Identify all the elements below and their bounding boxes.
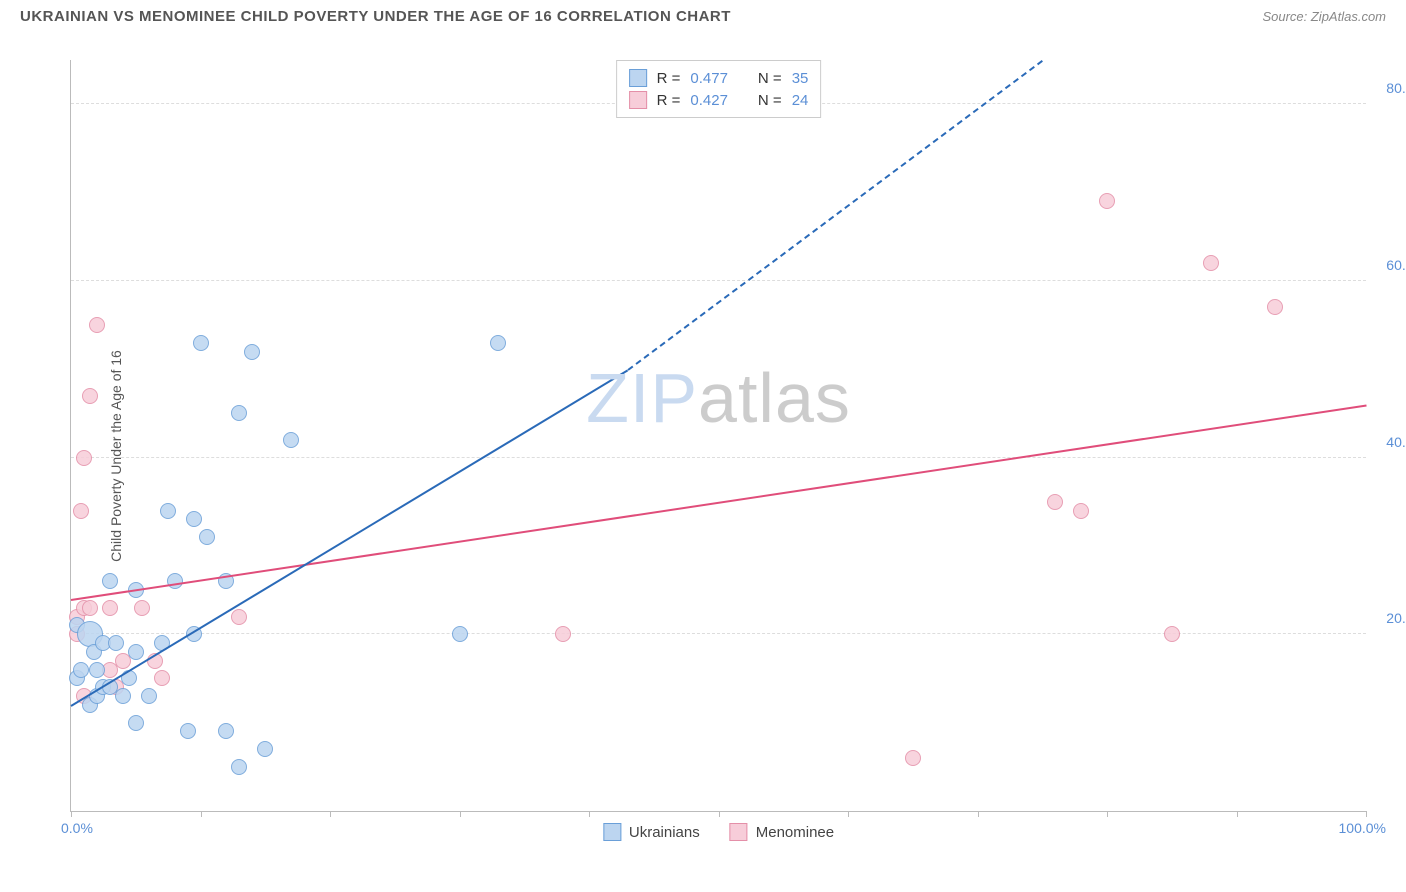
- x-tick: [1366, 811, 1367, 817]
- legend-label-menominee: Menominee: [756, 824, 834, 841]
- data-point: [128, 715, 144, 731]
- gridline: [71, 280, 1366, 281]
- data-point: [905, 750, 921, 766]
- data-point: [1073, 503, 1089, 519]
- data-point: [82, 600, 98, 616]
- r-value-ukrainians: 0.477: [690, 70, 728, 87]
- swatch-menominee: [730, 823, 748, 841]
- data-point: [76, 450, 92, 466]
- y-tick-label: 40.0%: [1386, 434, 1406, 450]
- plot-area: R = 0.477 N = 35 R = 0.427 N = 24 ZIPatl…: [70, 60, 1366, 812]
- data-point: [115, 688, 131, 704]
- data-point: [1164, 626, 1180, 642]
- chart-title: UKRAINIAN VS MENOMINEE CHILD POVERTY UND…: [20, 8, 731, 25]
- data-point: [186, 511, 202, 527]
- x-tick: [848, 811, 849, 817]
- legend-label-ukrainians: Ukrainians: [629, 824, 700, 841]
- x-tick: [71, 811, 72, 817]
- data-point: [89, 317, 105, 333]
- source-attribution: Source: ZipAtlas.com: [1262, 9, 1386, 24]
- swatch-ukrainians: [603, 823, 621, 841]
- watermark-atlas: atlas: [698, 359, 851, 437]
- data-point: [218, 723, 234, 739]
- data-point: [141, 688, 157, 704]
- data-point: [89, 662, 105, 678]
- data-point: [102, 600, 118, 616]
- watermark-zip: ZIP: [586, 359, 698, 437]
- data-point: [73, 503, 89, 519]
- gridline: [71, 457, 1366, 458]
- chart-container: Child Poverty Under the Age of 16 R = 0.…: [20, 40, 1386, 872]
- correlation-legend: R = 0.477 N = 35 R = 0.427 N = 24: [616, 60, 822, 118]
- legend-row-menominee: R = 0.427 N = 24: [629, 89, 809, 111]
- series-legend: Ukrainians Menominee: [603, 823, 834, 841]
- n-value-ukrainians: 35: [792, 70, 809, 87]
- data-point: [160, 503, 176, 519]
- x-tick: [1237, 811, 1238, 817]
- data-point: [555, 626, 571, 642]
- data-point: [257, 741, 273, 757]
- data-point: [167, 573, 183, 589]
- x-tick: [1107, 811, 1108, 817]
- data-point: [490, 335, 506, 351]
- swatch-ukrainians: [629, 69, 647, 87]
- data-point: [82, 388, 98, 404]
- y-tick-label: 80.0%: [1386, 80, 1406, 96]
- x-tick: [719, 811, 720, 817]
- n-label: N =: [758, 70, 782, 87]
- n-label: N =: [758, 92, 782, 109]
- n-value-menominee: 24: [792, 92, 809, 109]
- data-point: [193, 335, 209, 351]
- data-point: [1203, 255, 1219, 271]
- legend-item-menominee: Menominee: [730, 823, 834, 841]
- y-tick-label: 60.0%: [1386, 257, 1406, 273]
- x-tick: [589, 811, 590, 817]
- data-point: [134, 600, 150, 616]
- swatch-menominee: [629, 91, 647, 109]
- data-point: [231, 405, 247, 421]
- data-point: [283, 432, 299, 448]
- r-value-menominee: 0.427: [690, 92, 728, 109]
- legend-row-ukrainians: R = 0.477 N = 35: [629, 67, 809, 89]
- data-point: [231, 609, 247, 625]
- data-point: [102, 573, 118, 589]
- data-point: [1099, 193, 1115, 209]
- x-tick: [978, 811, 979, 817]
- data-point: [1267, 299, 1283, 315]
- data-point: [199, 529, 215, 545]
- x-tick: [201, 811, 202, 817]
- y-tick-label: 20.0%: [1386, 610, 1406, 626]
- data-point: [128, 644, 144, 660]
- data-point: [73, 662, 89, 678]
- x-tick: [330, 811, 331, 817]
- r-label: R =: [657, 70, 681, 87]
- data-point: [154, 670, 170, 686]
- x-axis-max-label: 100.0%: [1339, 820, 1386, 836]
- data-point: [231, 759, 247, 775]
- x-axis-min-label: 0.0%: [61, 820, 93, 836]
- data-point: [244, 344, 260, 360]
- data-point: [452, 626, 468, 642]
- data-point: [108, 635, 124, 651]
- data-point: [180, 723, 196, 739]
- regression-line: [71, 405, 1366, 601]
- x-tick: [460, 811, 461, 817]
- data-point: [1047, 494, 1063, 510]
- regression-line: [70, 369, 628, 706]
- legend-item-ukrainians: Ukrainians: [603, 823, 700, 841]
- r-label: R =: [657, 92, 681, 109]
